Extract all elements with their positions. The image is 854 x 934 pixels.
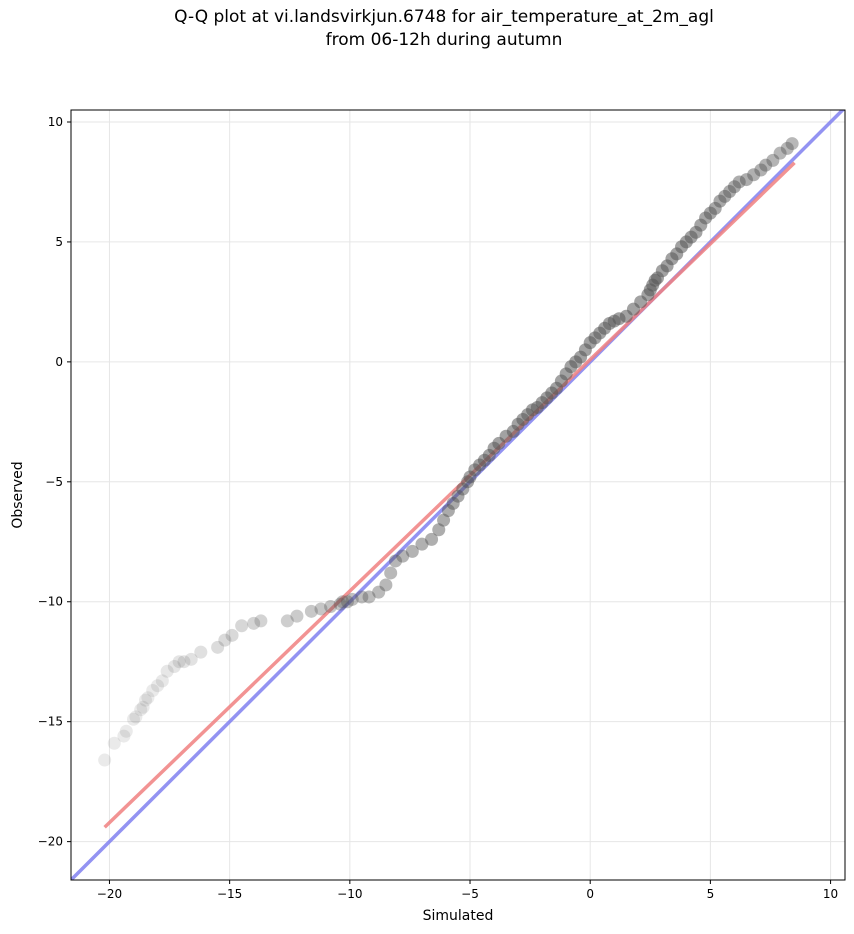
- qq-point: [396, 549, 410, 563]
- qq-point: [432, 523, 446, 537]
- plot-frame: [70, 109, 846, 881]
- qq-point: [362, 590, 376, 604]
- qq-point: [355, 590, 369, 604]
- qq-point: [727, 180, 741, 194]
- x-tick-label: 0: [586, 887, 594, 901]
- qq-point: [785, 137, 799, 151]
- y-tick-label: −10: [38, 595, 63, 609]
- y-tick-label: 5: [55, 235, 63, 249]
- qq-point: [759, 158, 773, 172]
- y-tick-label: −15: [38, 715, 63, 729]
- qq-point: [225, 628, 239, 642]
- qq-point: [129, 710, 143, 724]
- qq-point: [754, 163, 768, 177]
- qq-point: [177, 655, 191, 669]
- qq-point: [314, 602, 328, 616]
- qq-point: [766, 153, 780, 167]
- y-tick-label: −20: [38, 835, 63, 849]
- qq-point: [747, 168, 761, 182]
- qq-point: [336, 595, 350, 609]
- axis-ticks: −20 −15 −10 −5 0 5 10 −20 −15 −10 −5 0 5 10: [38, 115, 839, 901]
- qq-point: [773, 146, 787, 160]
- qq-point: [235, 619, 249, 633]
- qq-point: [194, 645, 208, 659]
- x-tick-label: 5: [707, 887, 715, 901]
- qq-point: [340, 595, 354, 609]
- data-points: [98, 137, 799, 767]
- qq-point: [136, 700, 150, 714]
- qq-point: [333, 597, 347, 611]
- qq-point: [98, 753, 112, 767]
- y-tick-label: −5: [45, 475, 63, 489]
- qq-point: [425, 532, 439, 546]
- y-tick-label: 0: [55, 355, 63, 369]
- x-tick-label: −20: [97, 887, 122, 901]
- qq-point: [290, 609, 304, 623]
- qq-point: [146, 683, 160, 697]
- qq-point: [134, 703, 148, 717]
- x-tick-label: −10: [337, 887, 362, 901]
- qq-point: [247, 616, 261, 630]
- qq-point: [780, 141, 794, 155]
- qq-point: [441, 504, 455, 518]
- qq-point: [167, 660, 181, 674]
- qq-point: [379, 578, 393, 592]
- qq-point: [723, 185, 737, 199]
- qq-point: [151, 679, 165, 693]
- qq-point: [732, 175, 746, 189]
- qq-point: [254, 614, 268, 628]
- qq-point: [415, 537, 429, 551]
- qq-point: [126, 712, 140, 726]
- qq-point: [141, 691, 155, 705]
- qq-point: [107, 736, 121, 750]
- qq-point: [324, 600, 338, 614]
- qq-point: [218, 633, 232, 647]
- qq-point: [739, 173, 753, 187]
- chart-title: Q-Q plot at vi.landsvirkjun.6748 for air…: [0, 6, 854, 52]
- qq-point: [345, 592, 359, 606]
- x-tick-label: −5: [461, 887, 479, 901]
- qq-point: [211, 640, 225, 654]
- grid: [71, 110, 845, 880]
- chart-title-line-1: Q-Q plot at vi.landsvirkjun.6748 for air…: [174, 7, 714, 27]
- qq-point: [405, 544, 419, 558]
- qq-point: [304, 604, 318, 618]
- chart-title-line-2: from 06-12h during autumn: [325, 30, 563, 50]
- qq-point: [117, 729, 131, 743]
- y-axis-label: Observed: [10, 461, 26, 528]
- qq-point: [172, 655, 186, 669]
- qq-point: [139, 693, 153, 707]
- qq-point: [718, 189, 732, 203]
- y-tick-label: 10: [48, 115, 63, 129]
- qq-point: [437, 513, 451, 527]
- qq-point: [160, 664, 174, 678]
- qq-point: [184, 652, 198, 666]
- qq-point: [372, 585, 386, 599]
- qq-point: [389, 554, 403, 568]
- qq-point: [155, 674, 169, 688]
- x-tick-label: −15: [217, 887, 242, 901]
- qq-point: [384, 566, 398, 580]
- x-tick-label: 10: [823, 887, 838, 901]
- x-axis-label: Simulated: [423, 908, 494, 924]
- qq-point: [280, 614, 294, 628]
- fit-line: [103, 161, 796, 829]
- qq-point: [119, 724, 133, 738]
